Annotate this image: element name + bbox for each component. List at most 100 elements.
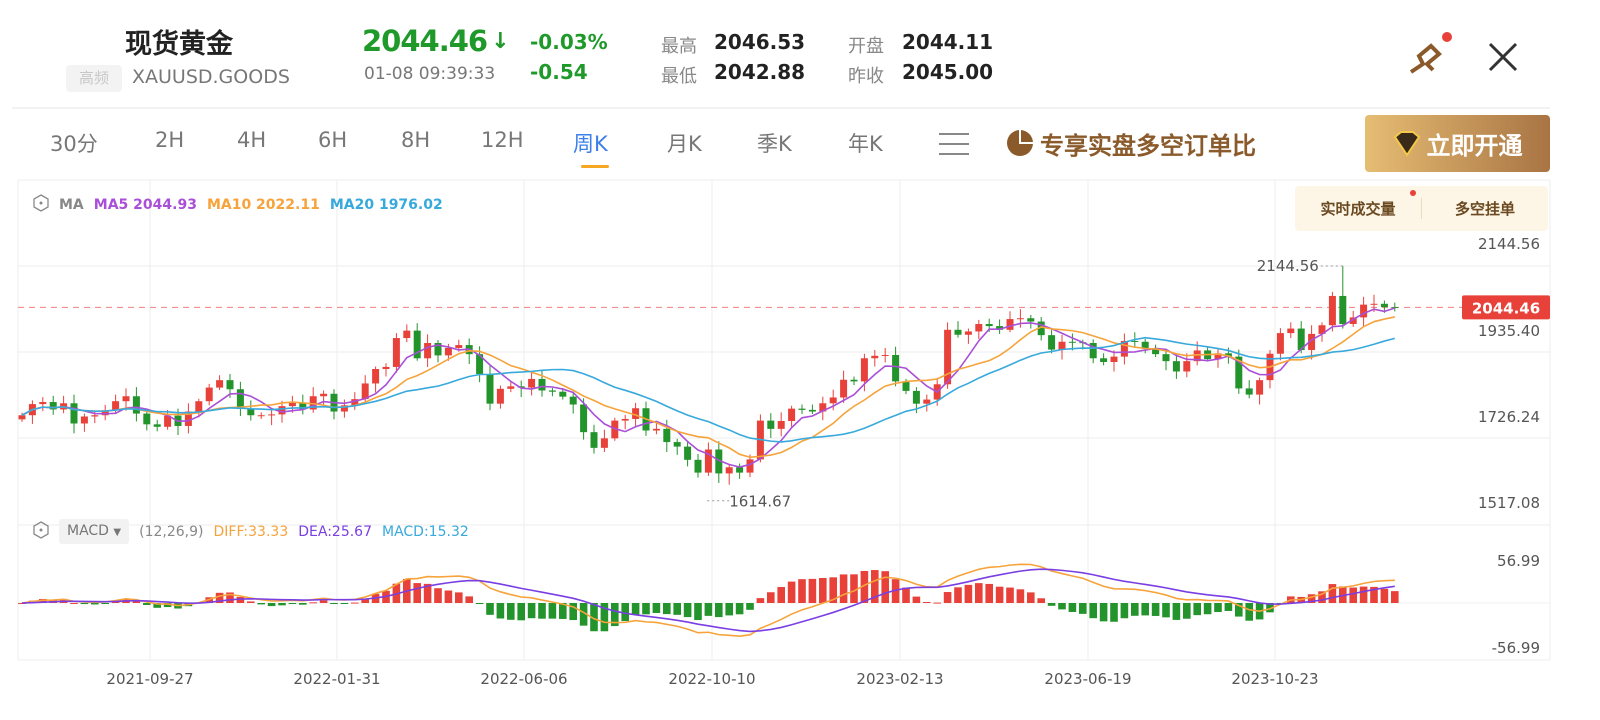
candle-body: [278, 406, 286, 415]
macd-histogram-bar: [704, 603, 713, 616]
tab-6[interactable]: 周K: [573, 132, 608, 156]
macd-histogram-bar: [538, 603, 546, 619]
macd-histogram-bar: [1339, 586, 1347, 603]
macd-histogram-bar: [694, 603, 702, 621]
macd-histogram-bar: [600, 603, 609, 632]
candle-body: [268, 414, 276, 416]
candle-body: [1380, 303, 1388, 308]
long-short-orders-toggle[interactable]: 多空挂单: [1421, 198, 1548, 219]
current-price-tag: [1462, 295, 1550, 320]
menu-icon[interactable]: [938, 132, 970, 160]
order-ratio-promo[interactable]: 专享实盘多空订单比: [1040, 132, 1256, 160]
candle-body: [1162, 354, 1170, 362]
candle-body: [1006, 319, 1014, 330]
candle-body: [996, 326, 1004, 330]
candle-body: [663, 428, 671, 443]
tab-9[interactable]: 年K: [848, 132, 883, 156]
macd-histogram-bar: [267, 603, 276, 607]
macd-histogram-bar: [444, 590, 453, 603]
macd-histogram-bar: [1193, 603, 1201, 616]
prev-close-label: 昨收: [848, 66, 884, 87]
price-tick-label: 1726.24: [1478, 408, 1540, 426]
candle-body: [247, 409, 255, 416]
chart-frame: [17, 179, 1551, 661]
macd-histogram-bar: [829, 577, 837, 603]
tab-2[interactable]: 4H: [237, 128, 267, 152]
candle-body: [1349, 317, 1357, 325]
price-tick-label: 2144.56: [1478, 235, 1540, 253]
candle-body: [1110, 356, 1118, 362]
candle-body: [288, 402, 296, 407]
macd-histogram-bar: [1172, 603, 1181, 620]
tab-1[interactable]: 2H: [155, 128, 185, 152]
realtime-volume-toggle[interactable]: 实时成交量: [1320, 200, 1396, 218]
macd-histogram-bar: [1214, 603, 1222, 613]
price-row: 2044.46 ↓: [362, 24, 510, 58]
candle-body: [1391, 307, 1399, 309]
candle-body: [580, 404, 588, 433]
candle-body: [403, 330, 411, 339]
close-icon[interactable]: [1486, 40, 1520, 78]
candle-body: [153, 424, 161, 427]
tab-4[interactable]: 8H: [401, 128, 431, 152]
candle-body: [1224, 353, 1232, 357]
candle-body: [309, 396, 317, 410]
candle-body: [975, 324, 983, 332]
tab-5[interactable]: 12H: [481, 128, 524, 152]
candle-body: [392, 338, 400, 367]
macd-histogram-bar: [985, 583, 993, 603]
ma5-legend: MA5 2044.93: [93, 197, 197, 213]
candle-body: [216, 380, 224, 388]
active-tab-indicator: [581, 165, 609, 168]
ma-legend: MA MA5 2044.93 MA10 2022.11 MA20 1976.02: [33, 194, 443, 216]
macd-histogram-bar: [631, 603, 640, 615]
date-tick-label: 2023-06-19: [1044, 670, 1131, 688]
ma-settings-icon[interactable]: [33, 194, 49, 216]
tab-7[interactable]: 月K: [667, 132, 702, 156]
macd-histogram-bar: [912, 596, 921, 603]
macd-histogram-bar: [1370, 586, 1378, 603]
macd-histogram-bar: [486, 603, 494, 615]
tab-0[interactable]: 30分: [50, 132, 98, 156]
indicator-selector[interactable]: MACD ▼: [59, 519, 130, 544]
candle-body: [507, 386, 515, 389]
macd-settings-icon[interactable]: [33, 520, 49, 543]
instrument-title: 现货黄金: [125, 29, 233, 60]
macd-histogram-bar: [1235, 603, 1243, 617]
candle-body: [829, 397, 837, 404]
candle-body: [1360, 304, 1368, 318]
indicator-name: MACD: [67, 523, 109, 539]
macd-histogram-bar: [1391, 591, 1399, 603]
macd-histogram-bar: [1151, 603, 1160, 616]
candle-body: [808, 409, 816, 412]
activate-now-label: 立即开通: [1426, 132, 1523, 160]
candle-body: [819, 403, 827, 412]
macd-histogram-bar: [954, 587, 962, 603]
macd-histogram-bar: [496, 603, 505, 619]
tab-3[interactable]: 6H: [318, 128, 348, 152]
ma20-line: [21, 336, 1396, 443]
macd-histogram-bar: [1380, 588, 1389, 603]
macd-histogram-bar: [798, 579, 806, 603]
macd-histogram-bar: [850, 574, 858, 603]
macd-histogram-bar: [413, 583, 421, 603]
macd-histogram-bar: [1058, 603, 1066, 610]
last-price: 2044.46: [362, 24, 488, 58]
macd-histogram-bar: [1349, 587, 1357, 603]
macd-histogram-bar: [361, 598, 369, 603]
macd-histogram-bar: [923, 602, 931, 604]
candle-body: [424, 343, 432, 359]
diamond-icon: [1393, 130, 1420, 157]
macd-histogram-bar: [881, 571, 889, 603]
macd-histogram-bar: [995, 586, 1004, 603]
low-label: 最低: [661, 66, 697, 87]
macd-histogram-bar: [1006, 587, 1014, 603]
activate-now-button[interactable]: 立即开通: [1365, 115, 1550, 172]
candle-body: [985, 324, 993, 327]
tab-8[interactable]: 季K: [757, 132, 792, 156]
macd-histogram-bar: [663, 603, 671, 615]
macd-histogram-bar: [1037, 598, 1045, 603]
drawing-tool-icon[interactable]: [1405, 32, 1455, 86]
macd-histogram-bar: [278, 603, 286, 606]
